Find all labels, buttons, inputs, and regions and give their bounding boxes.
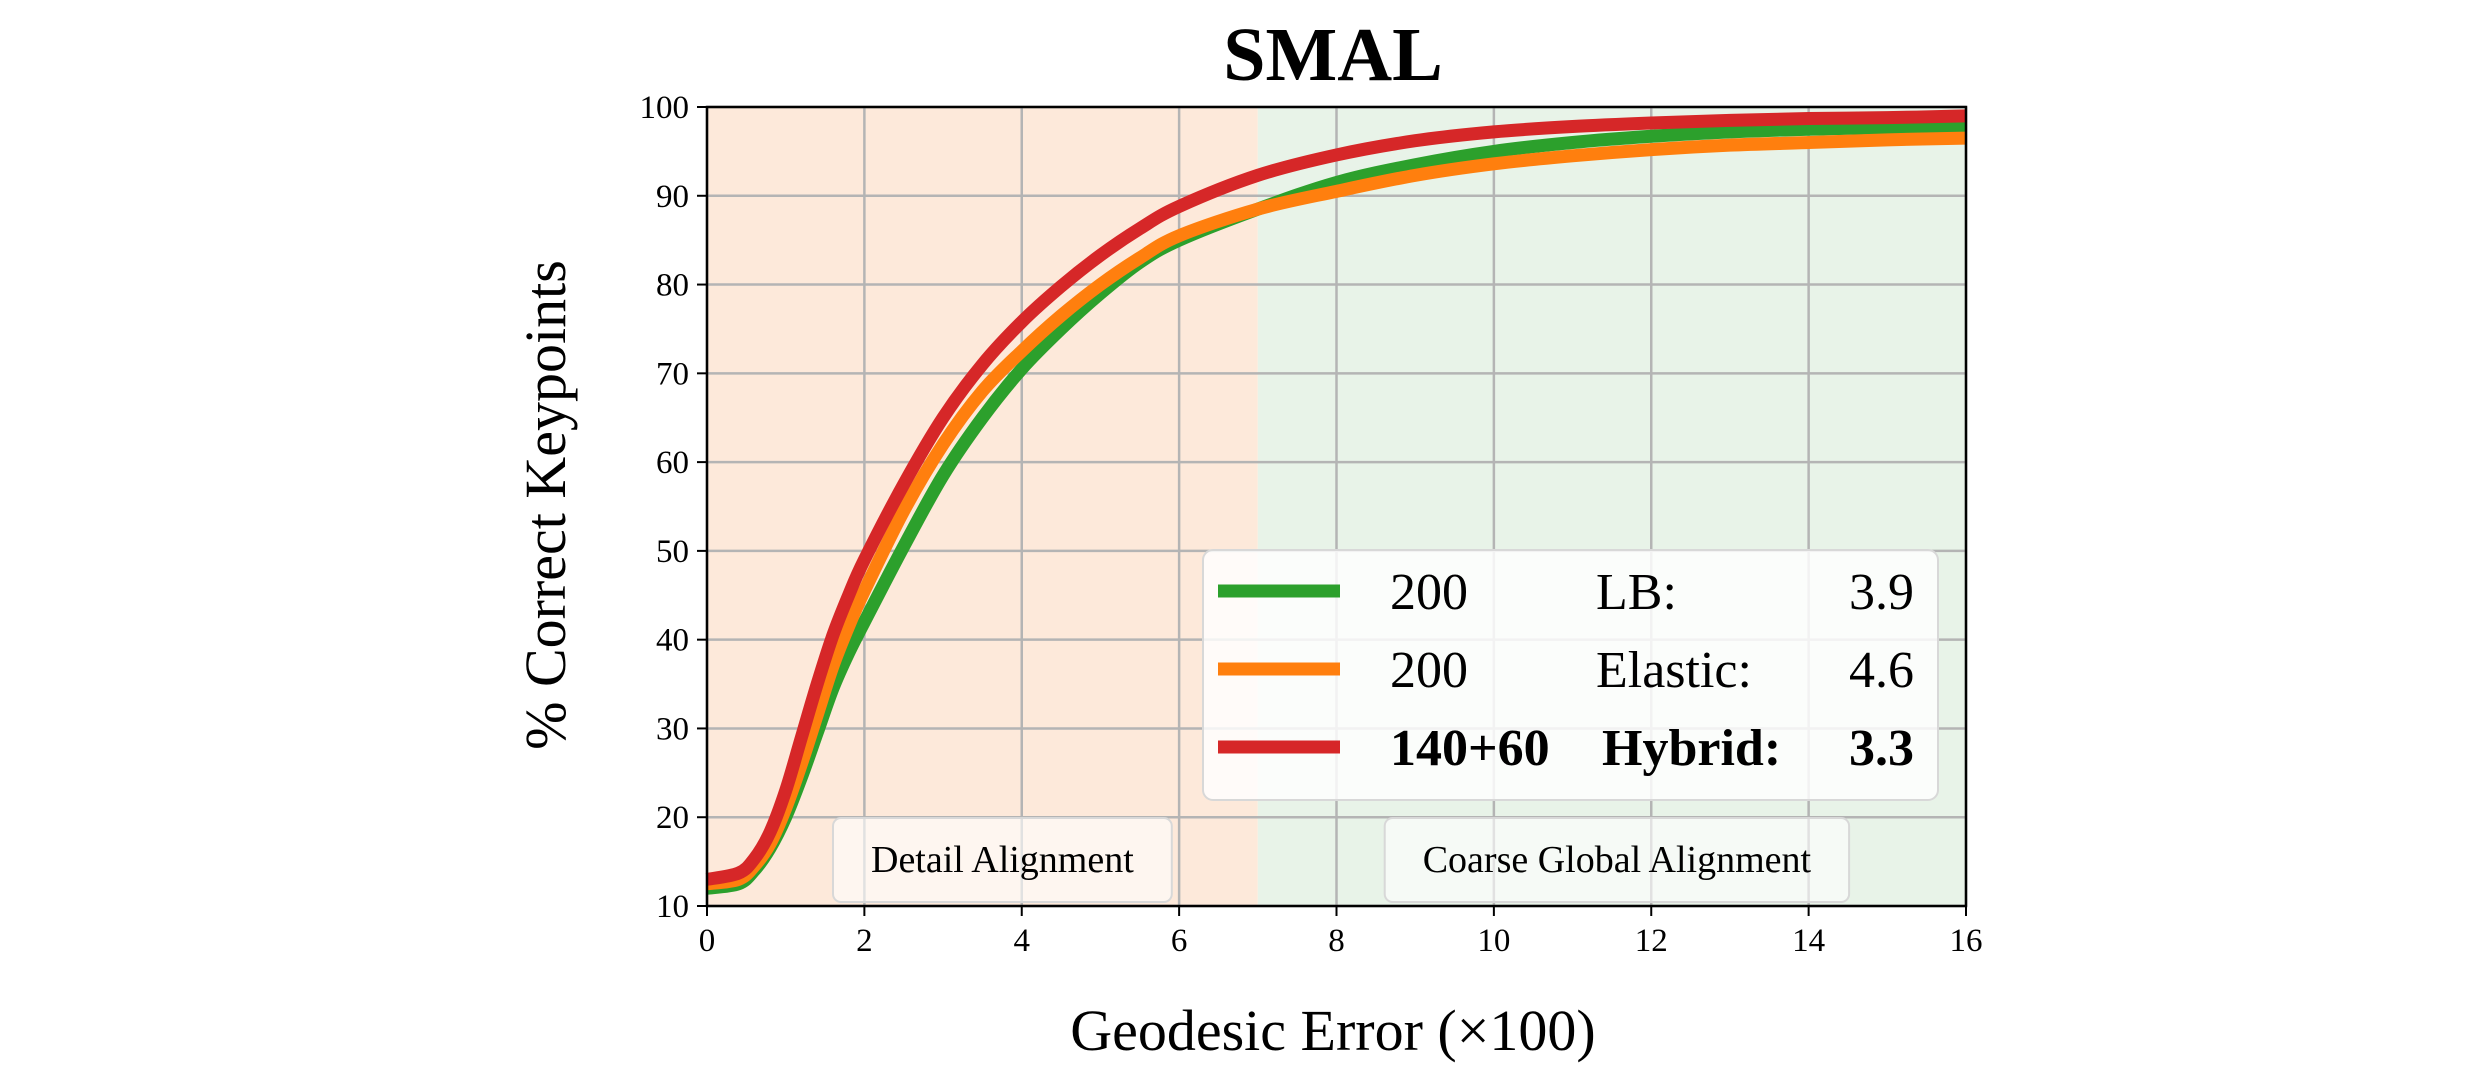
x-tick-label: 10 bbox=[1477, 923, 1510, 959]
legend-method-1: Elastic: bbox=[1596, 642, 1752, 699]
legend-score-1: 4.6 bbox=[1849, 642, 1914, 699]
x-axis-label: Geodesic Error (×100) bbox=[1070, 998, 1596, 1063]
series-line-2 bbox=[705, 109, 1967, 886]
y-tick-label: 40 bbox=[656, 623, 689, 659]
y-tick-label: 90 bbox=[656, 179, 689, 215]
x-tick-label: 14 bbox=[1792, 923, 1825, 959]
region-label-box-0 bbox=[832, 817, 1173, 903]
series-lines bbox=[705, 109, 1967, 895]
y-tick-label: 10 bbox=[656, 889, 689, 925]
x-tick-label: 6 bbox=[1171, 923, 1188, 959]
y-tick-label: 60 bbox=[656, 445, 689, 481]
region-label-box-1 bbox=[1383, 817, 1851, 903]
x-axis-ticks: 0 2 4 6 8 10 12 14 16 bbox=[699, 906, 1983, 959]
legend-score-0: 3.9 bbox=[1849, 564, 1914, 621]
y-tick-label: 30 bbox=[656, 711, 689, 747]
x-tick-label: 4 bbox=[1014, 923, 1031, 959]
legend-method-0: LB: bbox=[1596, 564, 1677, 621]
y-tick-label: 100 bbox=[640, 90, 690, 126]
y-tick-label: 70 bbox=[656, 356, 689, 392]
y-tick-label: 50 bbox=[656, 534, 689, 570]
x-tick-label: 0 bbox=[699, 923, 716, 959]
chart-title: SMAL bbox=[1223, 13, 1443, 97]
region-labels: Detail Alignment Coarse Global Alignment bbox=[832, 817, 1851, 903]
region-label-0: Detail Alignment bbox=[871, 839, 1134, 881]
y-tick-label: 20 bbox=[656, 800, 689, 836]
x-tick-label: 12 bbox=[1635, 923, 1668, 959]
legend: 200 LB: 3.9 200 Elastic: 4.6 140+60 Hybrid: 3.3 bbox=[1202, 549, 1939, 801]
y-tick-label: 80 bbox=[656, 268, 689, 304]
region-label-1: Coarse Global Alignment bbox=[1423, 839, 1812, 881]
legend-count-0: 200 bbox=[1390, 564, 1468, 621]
series-line-1 bbox=[706, 131, 1967, 891]
y-axis-ticks: 10 20 30 40 50 60 70 80 90 100 bbox=[640, 90, 707, 925]
x-tick-label: 2 bbox=[856, 923, 873, 959]
legend-method-2: Hybrid: bbox=[1602, 720, 1781, 777]
legend-score-2: 3.3 bbox=[1849, 720, 1914, 777]
x-tick-label: 16 bbox=[1950, 923, 1983, 959]
legend-count-1: 200 bbox=[1390, 642, 1468, 699]
x-tick-label: 8 bbox=[1328, 923, 1345, 959]
legend-box bbox=[1202, 549, 1939, 801]
legend-count-2: 140+60 bbox=[1390, 720, 1550, 777]
y-axis-label: % Correct Keypoints bbox=[513, 260, 578, 750]
